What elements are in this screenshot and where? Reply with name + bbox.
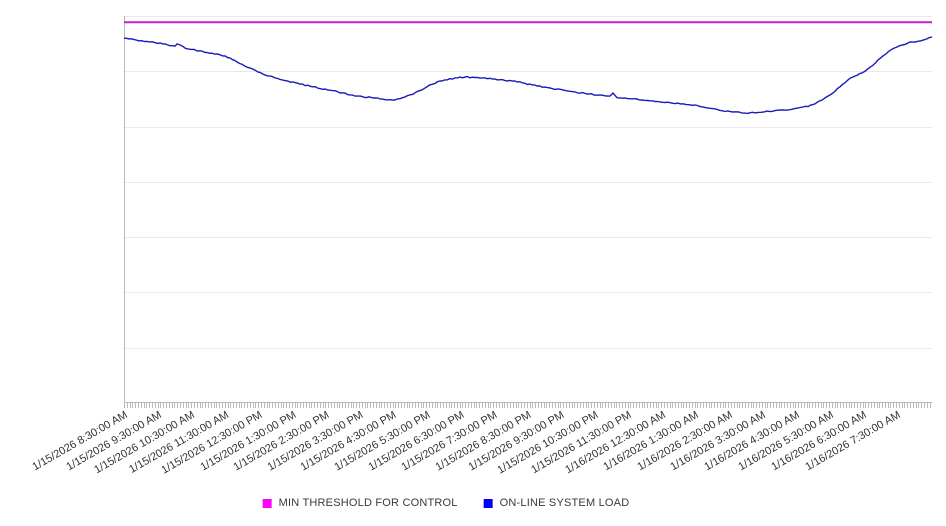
legend-item-min-threshold: MIN THRESHOLD FOR CONTROL [262, 497, 458, 509]
on-line-system-load-line [123, 36, 933, 115]
chart-legend: MIN THRESHOLD FOR CONTROL ON-LINE SYSTEM… [262, 497, 630, 509]
legend-label-min-threshold: MIN THRESHOLD FOR CONTROL [278, 497, 458, 509]
legend-swatch-blue-icon [483, 498, 493, 508]
chart-plot-area [123, 16, 933, 408]
legend-label-system-load: ON-LINE SYSTEM LOAD [499, 497, 630, 509]
legend-swatch-magenta-icon [262, 498, 272, 508]
x-axis-minor-ticks [124, 403, 931, 408]
legend-item-system-load: ON-LINE SYSTEM LOAD [483, 497, 630, 509]
